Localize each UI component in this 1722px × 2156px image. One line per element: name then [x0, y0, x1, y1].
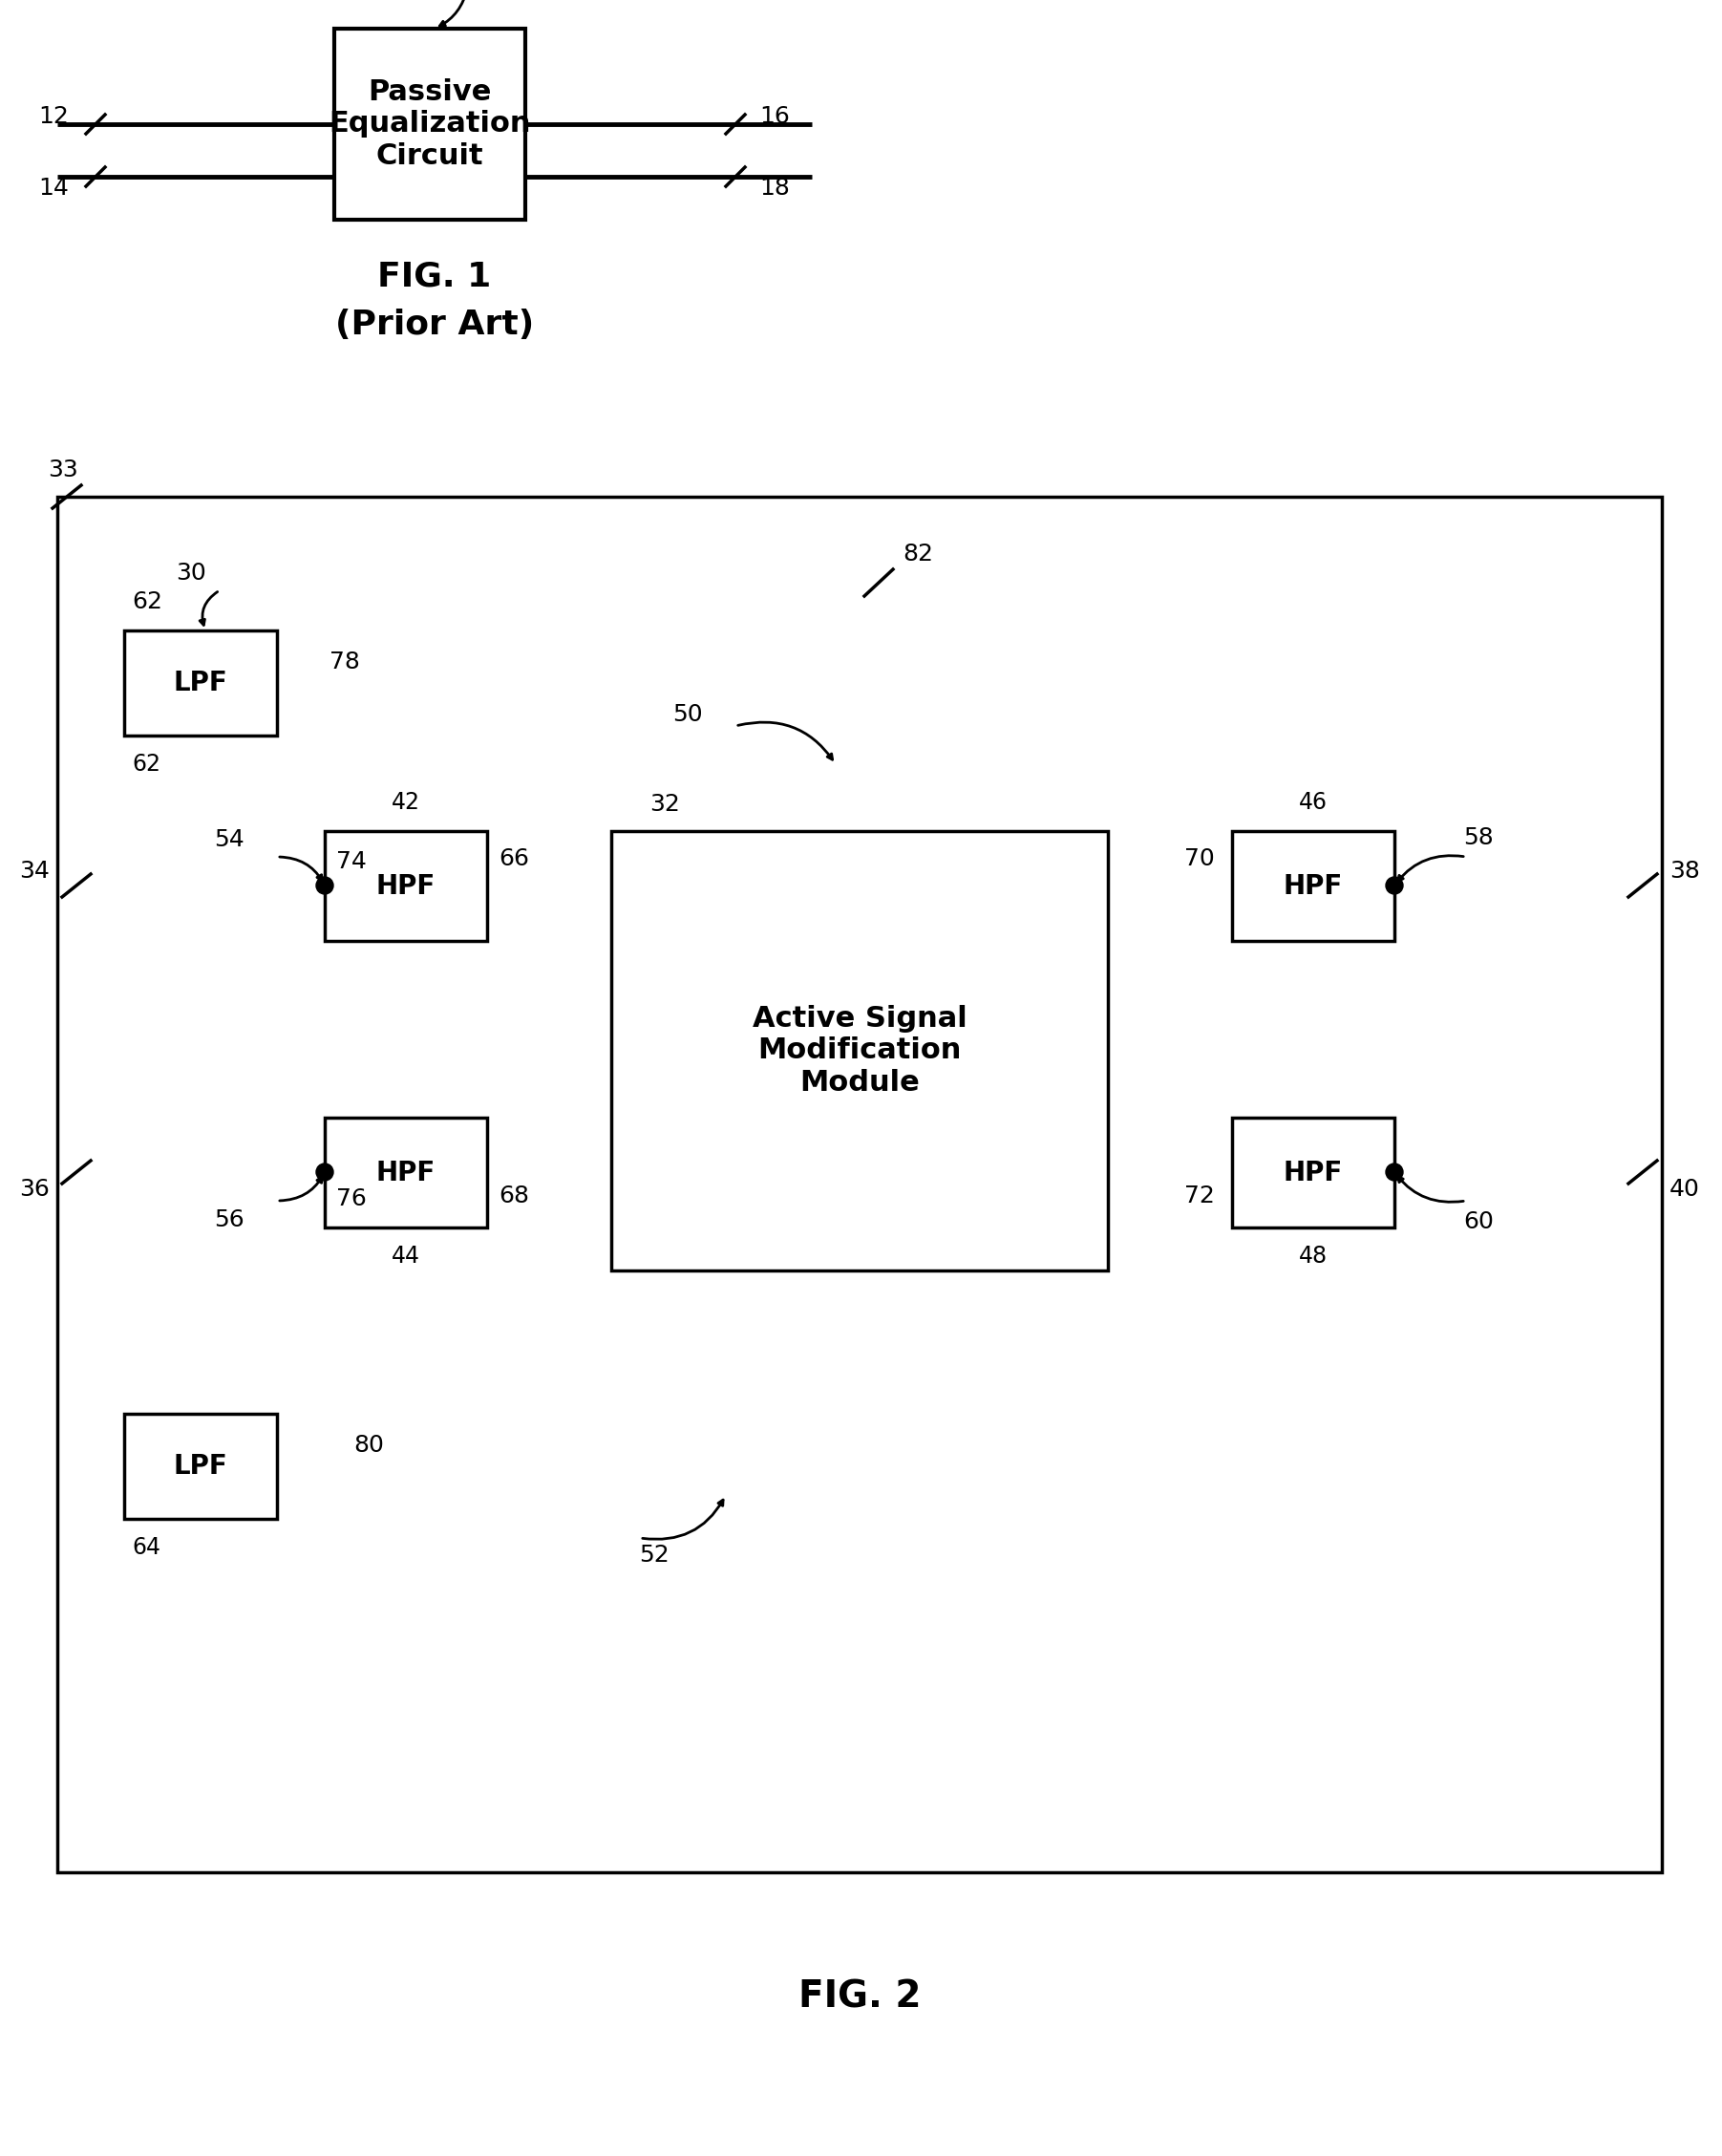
Text: 12: 12 — [38, 106, 69, 127]
Text: HPF: HPF — [1283, 1160, 1343, 1186]
Text: FIG. 2: FIG. 2 — [799, 1979, 921, 2014]
Text: 30: 30 — [176, 563, 207, 584]
Text: HPF: HPF — [375, 1160, 436, 1186]
Text: LPF: LPF — [174, 1453, 227, 1479]
Bar — [1231, 830, 1395, 940]
Text: FIG. 1: FIG. 1 — [377, 261, 491, 293]
Text: 50: 50 — [673, 703, 703, 727]
Text: 44: 44 — [391, 1244, 420, 1268]
Text: 60: 60 — [1464, 1210, 1493, 1233]
Text: 36: 36 — [19, 1177, 50, 1201]
Text: HPF: HPF — [375, 873, 436, 899]
Text: 34: 34 — [19, 860, 50, 882]
Text: 74: 74 — [336, 849, 367, 873]
Bar — [325, 830, 487, 940]
Text: 82: 82 — [902, 543, 933, 565]
Text: 76: 76 — [336, 1188, 367, 1210]
Text: 16: 16 — [759, 106, 790, 127]
Circle shape — [1386, 877, 1403, 895]
Bar — [57, 496, 1662, 1871]
Bar — [1231, 1117, 1395, 1227]
Text: 40: 40 — [1669, 1177, 1700, 1201]
Bar — [124, 1414, 277, 1518]
Bar — [334, 28, 525, 220]
Text: 46: 46 — [1298, 791, 1328, 813]
Bar — [124, 630, 277, 735]
Bar — [611, 830, 1107, 1270]
Text: 72: 72 — [1185, 1184, 1214, 1207]
Text: 66: 66 — [499, 847, 529, 871]
Circle shape — [317, 1164, 334, 1181]
Text: HPF: HPF — [1283, 873, 1343, 899]
Text: 33: 33 — [48, 459, 77, 481]
Text: 48: 48 — [1298, 1244, 1328, 1268]
Text: 52: 52 — [639, 1544, 670, 1567]
Text: Passive
Equalization
Circuit: Passive Equalization Circuit — [329, 78, 530, 170]
Circle shape — [1386, 1164, 1403, 1181]
Text: 68: 68 — [499, 1184, 529, 1207]
Text: (Prior Art): (Prior Art) — [336, 308, 534, 341]
Text: 58: 58 — [1464, 826, 1493, 849]
Text: 32: 32 — [649, 793, 680, 815]
Text: 78: 78 — [329, 651, 360, 673]
Text: 38: 38 — [1669, 860, 1700, 882]
Text: 14: 14 — [38, 177, 69, 201]
Circle shape — [317, 877, 334, 895]
Text: 62: 62 — [133, 591, 162, 612]
Text: 70: 70 — [1185, 847, 1214, 871]
Text: Active Signal
Modification
Module: Active Signal Modification Module — [753, 1005, 966, 1097]
Text: 64: 64 — [133, 1535, 160, 1559]
Text: 54: 54 — [214, 828, 245, 852]
Text: 42: 42 — [391, 791, 420, 813]
Text: 56: 56 — [214, 1207, 245, 1231]
Text: LPF: LPF — [174, 671, 227, 696]
Bar — [325, 1117, 487, 1227]
Text: 62: 62 — [133, 752, 160, 776]
Text: 18: 18 — [759, 177, 790, 201]
Text: 80: 80 — [353, 1434, 384, 1457]
